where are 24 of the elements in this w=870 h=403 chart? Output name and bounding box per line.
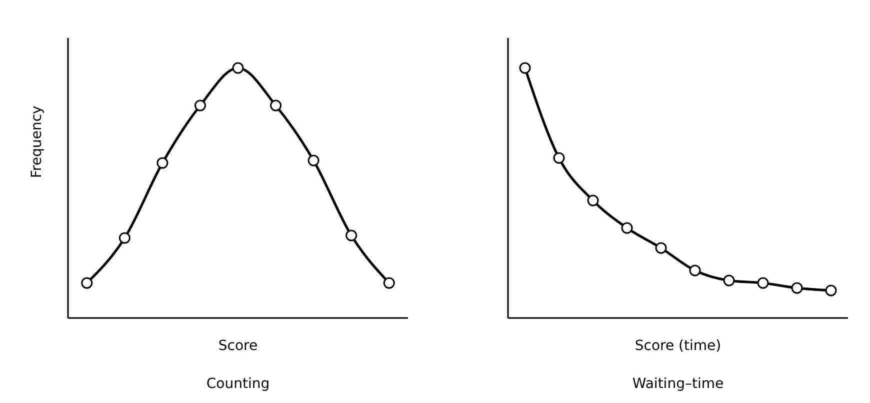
point — [118, 232, 130, 244]
point — [519, 62, 531, 74]
point — [757, 277, 769, 289]
point — [553, 152, 565, 164]
x-axis-title: Score (time) — [634, 338, 722, 354]
point — [723, 274, 735, 286]
point — [346, 230, 358, 242]
y-axis-title: Frequency — [28, 106, 45, 178]
point — [655, 242, 667, 254]
point — [308, 154, 320, 166]
point — [621, 222, 633, 234]
point — [587, 194, 599, 206]
point — [270, 100, 282, 112]
point — [791, 282, 803, 294]
x-axis-title: Score — [218, 338, 258, 354]
text: Waiting–time — [631, 376, 725, 392]
text: Counting — [205, 376, 271, 392]
point — [383, 277, 395, 289]
point — [232, 62, 244, 74]
point — [825, 284, 837, 296]
point — [194, 100, 206, 112]
point — [156, 157, 168, 169]
point — [689, 264, 701, 276]
point — [81, 277, 93, 289]
